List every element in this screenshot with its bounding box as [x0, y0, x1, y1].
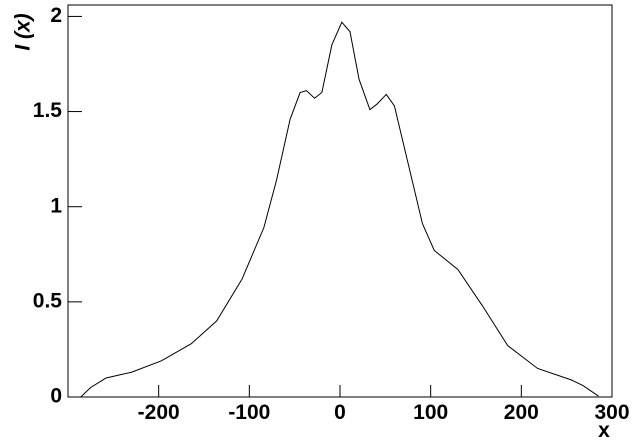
y-tick-label: 0.5: [33, 289, 63, 312]
x-axis-label: x: [598, 419, 610, 442]
x-tick-label: 200: [504, 401, 539, 424]
y-tick-label: 1: [50, 194, 62, 217]
x-tick-label: 300: [594, 401, 629, 424]
y-tick-label: 1.5: [33, 99, 63, 122]
y-axis-label: I (x): [12, 13, 35, 50]
data-line: [80, 21, 599, 398]
y-tick-label: 0: [50, 385, 62, 408]
y-tick-label: 2: [50, 4, 62, 27]
x-tick-label: 0: [334, 401, 346, 424]
x-tick-label: -100: [228, 401, 270, 424]
x-tick-label: -200: [138, 401, 180, 424]
plot-frame: [67, 4, 613, 398]
x-tick-label: 100: [413, 401, 448, 424]
